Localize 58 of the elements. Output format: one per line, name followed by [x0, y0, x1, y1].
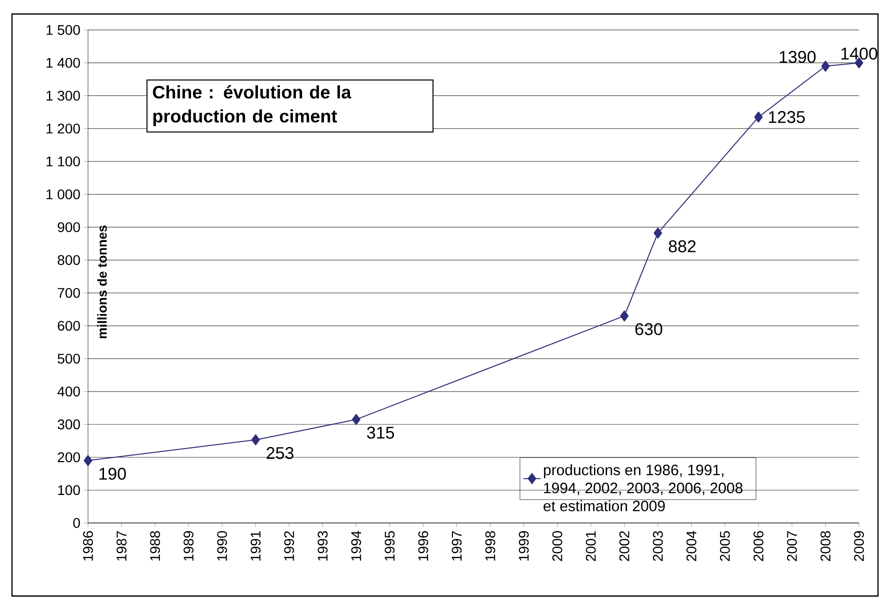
x-tick-label: 1995 — [384, 531, 395, 561]
data-label: 1390 — [780, 50, 816, 63]
x-tick-label: 1991 — [250, 531, 261, 561]
point — [620, 310, 629, 322]
x-tick-label: 2006 — [753, 531, 764, 561]
point — [352, 414, 360, 425]
point — [754, 112, 763, 123]
x-tick-label: 1992 — [284, 531, 294, 561]
text: Chine : évolution de la production de ciment — [152, 85, 352, 126]
x-tick-label: 1993 — [318, 531, 328, 561]
x-tick-label: 2004 — [686, 530, 696, 561]
y-tick-label: 1 000 — [46, 189, 80, 200]
x-tick-label: 1996 — [418, 531, 428, 561]
y-tick-label: 0 — [73, 518, 80, 528]
y-axis-title: millions de tonnes — [97, 225, 107, 338]
y-tick-label: 200 — [58, 452, 80, 462]
legend-label: productions en 1986, 1991, 1994, 2002, 2003, 2006, 2008 et estimation 2009 — [544, 464, 742, 512]
x-tick-label: 1987 — [116, 531, 126, 561]
data-label: 1235 — [768, 111, 805, 124]
y-tick-label: 900 — [58, 222, 80, 232]
point — [251, 434, 260, 446]
y-tick-label: 800 — [58, 255, 80, 266]
x-tick-label: 1988 — [150, 531, 160, 561]
x-tick-label: 2001 — [586, 531, 596, 561]
y-tick-label: 600 — [58, 320, 80, 331]
y-tick-label: 1 500 — [46, 25, 80, 35]
x-tick-label: 2007 — [787, 531, 797, 561]
x-tick-label: 2008 — [820, 531, 830, 561]
y-tick-label: 100 — [58, 485, 80, 496]
point — [821, 60, 830, 72]
x-tick-label: 1986 — [83, 531, 93, 561]
x-tick-label: 1998 — [485, 531, 496, 561]
data-label: 630 — [635, 323, 662, 336]
point — [654, 228, 662, 239]
y-tick-label: 700 — [58, 288, 80, 298]
x-tick-label: 2009 — [854, 531, 864, 561]
data-label: 1400 — [841, 48, 878, 60]
x-tick-label: 2002 — [619, 531, 630, 561]
y-tick-label: 1 300 — [46, 90, 80, 101]
y-tick-label: 1 200 — [46, 124, 80, 134]
y-tick-label: 1 100 — [46, 156, 80, 166]
x-tick-label: 1999 — [518, 531, 529, 561]
x-tick-label: 1997 — [452, 531, 462, 561]
x-tick-label: 2003 — [652, 531, 663, 561]
point — [84, 455, 92, 466]
y-tick-label: 400 — [57, 386, 80, 396]
x-tick-label: 1989 — [184, 531, 194, 561]
x-tick-label: 1990 — [217, 531, 228, 561]
y-tick-label: 1 400 — [46, 58, 80, 68]
x-tick-label: 1994 — [351, 530, 362, 561]
data-label: 253 — [266, 447, 294, 460]
y-tick-label: 300 — [58, 419, 80, 430]
data-label: 315 — [367, 426, 394, 439]
x-tick-label: 2000 — [552, 531, 562, 561]
data-label: 882 — [668, 240, 696, 252]
y-tick-label: 500 — [58, 354, 80, 364]
data-label: 190 — [100, 468, 126, 480]
x-tick-label: 2005 — [720, 531, 730, 561]
